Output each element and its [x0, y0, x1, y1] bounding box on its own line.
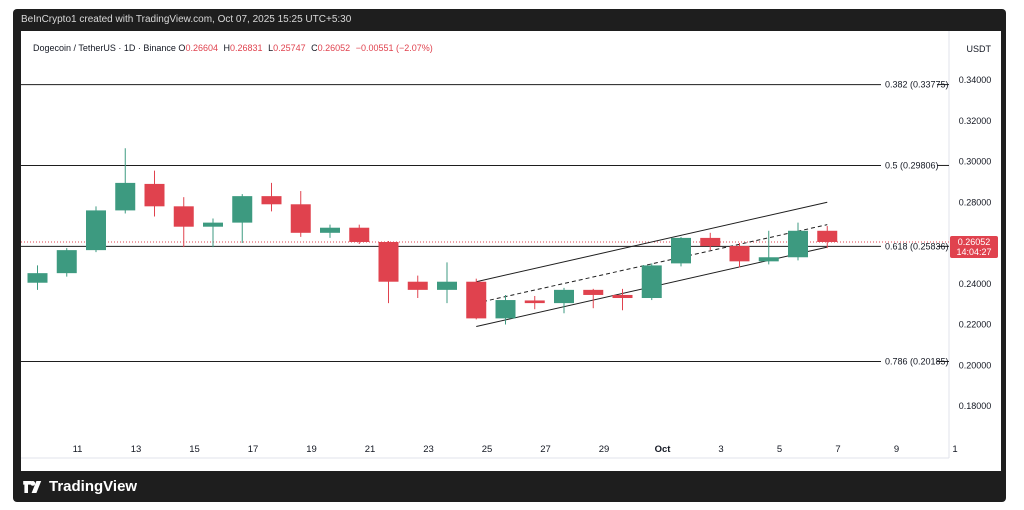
- currency-label[interactable]: USDT: [966, 44, 992, 54]
- price-tag-countdown: 14:04:27: [956, 247, 991, 257]
- x-tick-label: 5: [777, 444, 782, 455]
- y-tick-label: 0.32000: [959, 116, 992, 126]
- candle-body: [144, 183, 165, 207]
- high-value: 0.26831: [230, 43, 263, 53]
- candle-body: [554, 289, 574, 304]
- candle-body: [261, 196, 282, 205]
- open-value: 0.26604: [185, 43, 218, 53]
- close-value: 0.26052: [317, 43, 351, 53]
- candle-body: [495, 300, 516, 319]
- candle-body: [729, 246, 750, 262]
- fib-level-label: 0.786 (0.20185): [885, 356, 949, 366]
- candle-body: [56, 250, 77, 274]
- tradingview-logo-text: TradingView: [49, 478, 138, 495]
- candle-body: [641, 265, 662, 299]
- y-tick-label: 0.20000: [959, 360, 992, 370]
- candle-body: [437, 281, 457, 290]
- y-tick-label: 0.22000: [959, 320, 992, 330]
- candle-body: [349, 227, 370, 242]
- candle-body: [86, 210, 106, 251]
- fib-level-label: 0.5 (0.29806): [885, 160, 939, 170]
- close-label: C: [311, 43, 318, 53]
- x-tick-label: 21: [365, 444, 376, 455]
- candle-body: [612, 294, 633, 299]
- x-tick-label: Oct: [655, 444, 672, 455]
- price-tag-box: [950, 235, 998, 258]
- symbol-name[interactable]: Dogecoin / TetherUS · 1D · Binance: [33, 43, 176, 53]
- candle-body: [700, 237, 721, 247]
- x-tick-label: 29: [599, 444, 610, 455]
- y-tick-label: 0.34000: [959, 75, 992, 85]
- channel-middle-line: [476, 224, 828, 304]
- candle-body: [671, 237, 691, 264]
- candle-body: [232, 196, 253, 223]
- low-label: L: [268, 43, 274, 53]
- candle-body: [27, 273, 48, 283]
- candle-body: [524, 300, 545, 304]
- y-tick-label: 0.28000: [959, 197, 992, 207]
- attribution-text: BeInCrypto1 created with TradingView.com…: [21, 14, 352, 25]
- x-tick-label: 1: [952, 444, 957, 455]
- tradingview-logo-icon: [23, 481, 42, 494]
- high-label: H: [223, 43, 231, 53]
- candle-body: [320, 227, 340, 233]
- price-tag-value: 0.26052: [958, 237, 991, 247]
- fib-level-label: 0.618 (0.25836): [885, 241, 949, 251]
- x-tick-label: 13: [131, 444, 142, 455]
- y-tick-label: 0.18000: [959, 401, 992, 411]
- candle-body: [817, 230, 838, 242]
- x-tick-label: 19: [306, 444, 317, 455]
- footer-bar: TradingView: [13, 471, 1006, 502]
- x-tick-label: 27: [540, 444, 551, 455]
- low-value: 0.25747: [273, 43, 306, 53]
- candle-body: [466, 281, 487, 319]
- fib-level-label: 0.382 (0.33775): [885, 80, 949, 90]
- symbol-legend: Dogecoin / TetherUS · 1D · Binance O0.26…: [33, 43, 433, 53]
- candle-body: [173, 206, 194, 227]
- candle-body: [115, 182, 136, 211]
- y-tick-label: 0.24000: [959, 279, 992, 289]
- candle-body: [290, 204, 311, 233]
- x-tick-label: 7: [835, 444, 840, 455]
- x-tick-label: 3: [718, 444, 723, 455]
- tradingview-logo[interactable]: TradingView: [23, 476, 137, 498]
- x-tick-label: 25: [482, 444, 493, 455]
- x-tick-label: 11: [73, 444, 83, 455]
- x-tick-label: 15: [189, 444, 200, 455]
- chart-area[interactable]: 0.180000.200000.220000.240000.260000.280…: [21, 31, 1001, 471]
- open-label: O: [178, 43, 186, 53]
- change-value: −0.00551 (−2.07%): [355, 43, 433, 53]
- x-tick-label: 9: [894, 444, 899, 455]
- candlestick-chart[interactable]: 0.180000.200000.220000.240000.260000.280…: [21, 31, 1001, 471]
- x-tick-label: 23: [423, 444, 434, 455]
- candle-body: [788, 230, 808, 258]
- x-tick-label: 17: [248, 444, 259, 455]
- y-tick-label: 0.30000: [959, 157, 992, 167]
- channel-upper-line: [476, 201, 828, 283]
- candle-body: [378, 241, 399, 282]
- candle-body: [583, 289, 604, 295]
- candle-body: [203, 222, 223, 227]
- candle-body: [758, 257, 779, 262]
- candle-body: [407, 281, 428, 290]
- chart-frame: BeInCrypto1 created with TradingView.com…: [13, 9, 1006, 502]
